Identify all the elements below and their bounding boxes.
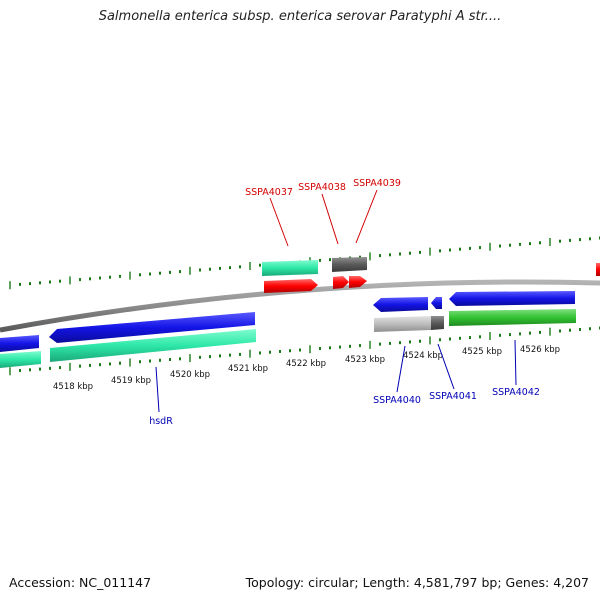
gene-label-sspa4039[interactable]: SSPA4039 xyxy=(353,178,401,189)
upper-tick-track xyxy=(9,236,600,290)
leader-line xyxy=(321,193,339,245)
map-title: Salmonella enterica subsp. enterica sero… xyxy=(98,9,502,24)
scale-label: 4525 kbp xyxy=(462,347,502,357)
leader-line xyxy=(155,366,160,413)
forward-gene-darkgray[interactable] xyxy=(332,257,367,272)
forward-gene-edge-red[interactable] xyxy=(596,263,600,276)
forward-gene-sspa4037[interactable] xyxy=(264,279,318,293)
forward-gene-cyan[interactable] xyxy=(262,260,318,276)
reverse-gene-cyan-left[interactable] xyxy=(0,351,41,368)
forward-gene-sspa4039[interactable] xyxy=(349,276,367,288)
scale-label: 4526 kbp xyxy=(520,345,560,355)
gene-label-sspa4042[interactable]: SSPA4042 xyxy=(492,387,540,398)
scale-label: 4519 kbp xyxy=(111,376,151,386)
forward-gene-sspa4038[interactable] xyxy=(333,276,349,289)
gene-label-sspa4040[interactable]: SSPA4040 xyxy=(373,395,421,406)
reverse-gene-green[interactable] xyxy=(449,309,576,326)
leader-line xyxy=(514,339,517,386)
scale-label: 4521 kbp xyxy=(228,364,268,374)
reverse-gene-darkgray[interactable] xyxy=(431,316,444,330)
gene-label-hsdR[interactable]: hsdR xyxy=(149,416,173,427)
scale-label: 4524 kbp xyxy=(403,351,443,361)
scale-label: 4518 kbp xyxy=(53,382,93,392)
reverse-gene-sspa4041[interactable] xyxy=(431,297,442,309)
genome-summary-text: Topology: circular; Length: 4,581,797 bp… xyxy=(245,575,589,590)
gene-label-sspa4041[interactable]: SSPA4041 xyxy=(429,391,477,402)
scale-label: 4520 kbp xyxy=(170,370,210,380)
accession-text: Accession: NC_011147 xyxy=(9,575,152,590)
scale-label: 4523 kbp xyxy=(345,355,385,365)
reverse-gene-sspa4040[interactable] xyxy=(373,297,428,312)
reverse-gene-blue-left[interactable] xyxy=(0,335,39,352)
leader-line xyxy=(396,345,406,393)
gene-label-sspa4038[interactable]: SSPA4038 xyxy=(298,182,346,193)
gene-label-sspa4037[interactable]: SSPA4037 xyxy=(245,187,293,198)
reverse-gene-lightgray[interactable] xyxy=(374,316,431,332)
leader-line xyxy=(437,343,455,390)
reverse-gene-sspa4042[interactable] xyxy=(449,291,575,306)
leader-line xyxy=(269,197,289,247)
reverse-gene-cyan-mid[interactable] xyxy=(50,329,256,362)
reverse-gene-hsdR[interactable] xyxy=(49,312,255,343)
scale-label: 4522 kbp xyxy=(286,359,326,369)
lower-tick-track xyxy=(9,326,600,376)
leader-line xyxy=(355,189,378,244)
